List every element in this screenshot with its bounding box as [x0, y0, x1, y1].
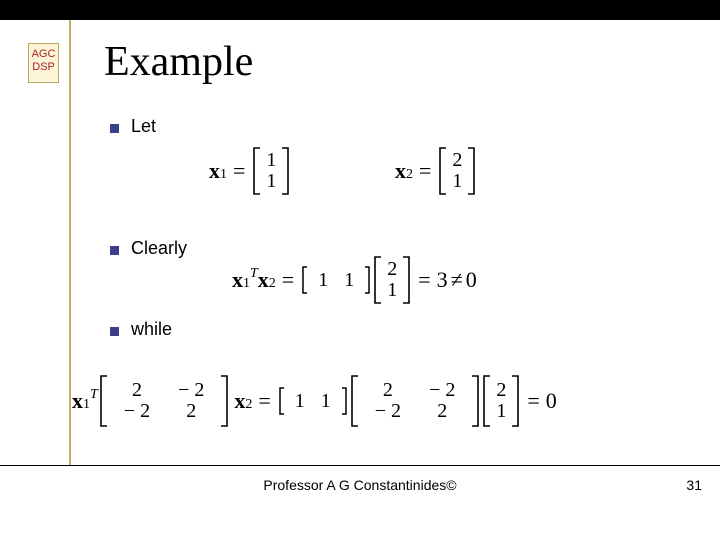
var-x: x	[395, 158, 406, 184]
result-value: 3	[437, 267, 448, 293]
footer-text: Professor A G Constantinides©	[0, 477, 720, 493]
column-vector: 2 1	[384, 259, 400, 301]
matrix-col-1: 2 − 2	[361, 380, 415, 422]
eq-x2: x2 = 2 1	[395, 146, 477, 196]
bullet-icon	[110, 124, 119, 133]
cell: 1	[387, 280, 397, 301]
subscript-2: 2	[269, 276, 276, 292]
cell: − 2	[178, 380, 204, 401]
cell: 1	[452, 171, 462, 192]
logo-box: AGC DSP	[28, 43, 59, 83]
cell: 2	[387, 259, 397, 280]
slide-title: Example	[104, 38, 253, 86]
var-x: x	[72, 388, 83, 414]
cell: 2	[496, 380, 506, 401]
cell: 2	[186, 401, 196, 422]
lbracket-icon	[251, 146, 263, 196]
rbracket-icon	[218, 374, 230, 428]
result-value: 0	[546, 388, 557, 414]
bullet-icon	[110, 327, 119, 336]
eq-x1: x1 = 1 1	[209, 146, 291, 196]
column-vector: 2 1	[493, 380, 509, 422]
cell: 2	[383, 380, 393, 401]
equals-sign: =	[276, 267, 300, 293]
equals-sign: =	[412, 267, 436, 293]
rbracket-icon	[469, 374, 481, 428]
cell: 1	[310, 269, 336, 292]
cell: 1	[266, 171, 276, 192]
subscript-2: 2	[245, 397, 252, 413]
lbracket-icon	[98, 374, 110, 428]
lbracket-icon	[437, 146, 449, 196]
cell: 2	[437, 401, 447, 422]
subscript-2: 2	[406, 167, 413, 183]
column-vector: 1 1	[263, 150, 279, 192]
bullet-icon	[110, 246, 119, 255]
footer-divider	[0, 465, 720, 466]
rbracket-icon	[339, 386, 349, 416]
cell: 1	[336, 269, 362, 292]
lbracket-icon	[277, 386, 287, 416]
subscript-1: 1	[243, 276, 250, 292]
page-number: 31	[686, 477, 702, 493]
equals-sign: =	[252, 388, 276, 414]
left-accent-stripe	[69, 20, 71, 465]
subscript-1: 1	[220, 167, 227, 183]
row-vector: 1 1	[287, 390, 339, 413]
cell: 2	[452, 150, 462, 171]
not-equals-sign: ≠	[448, 267, 466, 293]
var-x: x	[258, 267, 269, 293]
equals-sign: =	[413, 158, 437, 184]
eq-inner-product: x1T x2 = 1 1 2 1 = 3 ≠ 0	[232, 255, 477, 305]
lbracket-icon	[349, 374, 361, 428]
rbracket-icon	[465, 146, 477, 196]
bullet-2-label: Clearly	[131, 238, 187, 259]
matrix-col-1: 2 − 2	[110, 380, 164, 422]
rbracket-icon	[400, 255, 412, 305]
lbracket-icon	[481, 374, 493, 428]
lbracket-icon	[372, 255, 384, 305]
matrix-col-2: − 2 2	[164, 380, 218, 422]
cell: − 2	[429, 380, 455, 401]
bullet-3-label: while	[131, 319, 172, 340]
rbracket-icon	[279, 146, 291, 196]
top-dark-bar	[0, 0, 720, 20]
cell: 1	[287, 390, 313, 413]
logo-bottom: DSP	[29, 61, 58, 74]
eq-weighted-product: x1T 2 − 2 − 2 2 x2 = 1 1 2 − 2 − 2 2 2 1…	[72, 374, 557, 428]
equals-sign: =	[227, 158, 251, 184]
cell: 1	[266, 150, 276, 171]
subscript-1: 1	[83, 397, 90, 413]
rbracket-icon	[509, 374, 521, 428]
var-x: x	[232, 267, 243, 293]
var-x: x	[230, 388, 245, 414]
cell: 1	[313, 390, 339, 413]
var-x: x	[209, 158, 220, 184]
cell: − 2	[375, 401, 401, 422]
cell: 1	[496, 401, 506, 422]
cell: 2	[132, 380, 142, 401]
superscript-T: T	[90, 387, 98, 403]
equals-sign: =	[521, 388, 545, 414]
lbracket-icon	[300, 265, 310, 295]
row-vector: 1 1	[310, 269, 362, 292]
cell: − 2	[124, 401, 150, 422]
bullet-1-label: Let	[131, 116, 156, 137]
rbracket-icon	[362, 265, 372, 295]
zero-value: 0	[466, 267, 477, 293]
logo-top: AGC	[29, 48, 58, 61]
column-vector: 2 1	[449, 150, 465, 192]
matrix-col-2: − 2 2	[415, 380, 469, 422]
superscript-T: T	[250, 266, 258, 282]
